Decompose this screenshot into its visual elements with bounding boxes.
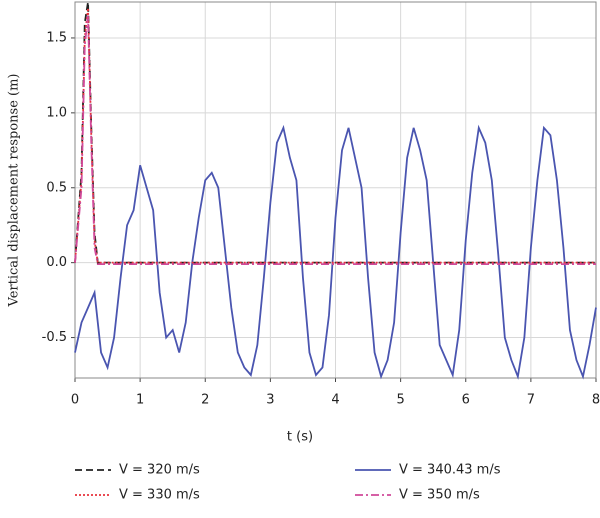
legend-label: V = 350 m/s [399, 488, 480, 503]
legend-label: V = 320 m/s [119, 463, 200, 478]
y-tick-label: 0.0 [46, 255, 67, 270]
series-line [74, 124, 597, 380]
y-axis-label: Vertical displacement response (m) [7, 74, 22, 308]
x-tick-label: 5 [396, 393, 404, 408]
series-line [74, 15, 596, 266]
x-tick-label: 1 [136, 393, 144, 408]
y-tick-label: -0.5 [42, 330, 67, 345]
y-tick-label: 1.0 [46, 105, 67, 120]
plot-frame [74, 1, 597, 379]
x-axis-label: t (s) [287, 430, 313, 445]
x-tick-label: 7 [527, 393, 535, 408]
x-tick-label: 2 [201, 393, 209, 408]
y-tick-label: 1.5 [46, 30, 67, 45]
legend-label: V = 330 m/s [119, 488, 200, 503]
x-tick-label: 3 [266, 393, 274, 408]
legend-label: V = 340.43 m/s [399, 463, 501, 478]
y-tick-label: 0.5 [46, 180, 67, 195]
x-tick-label: 8 [592, 393, 600, 408]
x-tick-label: 4 [331, 393, 339, 408]
x-tick-label: 6 [462, 393, 470, 408]
x-tick-label: 0 [71, 393, 79, 408]
